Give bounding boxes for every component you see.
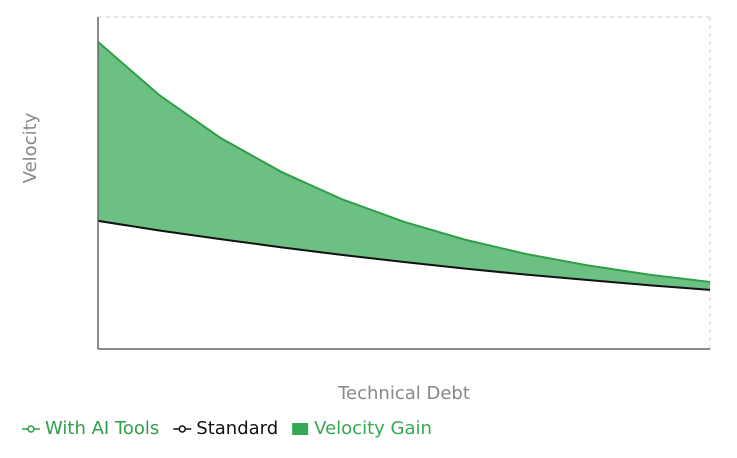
- legend-marker: [178, 425, 187, 433]
- legend-label: With AI Tools: [45, 418, 159, 439]
- y-axis-label: Velocity: [20, 112, 41, 183]
- legend-label: Standard: [196, 418, 278, 439]
- legend-label: Velocity Gain: [314, 418, 432, 439]
- legend-swatch: [292, 423, 309, 435]
- series-line: [97, 41, 711, 283]
- legend-marker: [27, 425, 35, 433]
- series-line: [97, 219, 711, 291]
- gain-area: [98, 41, 710, 290]
- x-axis-label: Technical Debt: [337, 383, 470, 404]
